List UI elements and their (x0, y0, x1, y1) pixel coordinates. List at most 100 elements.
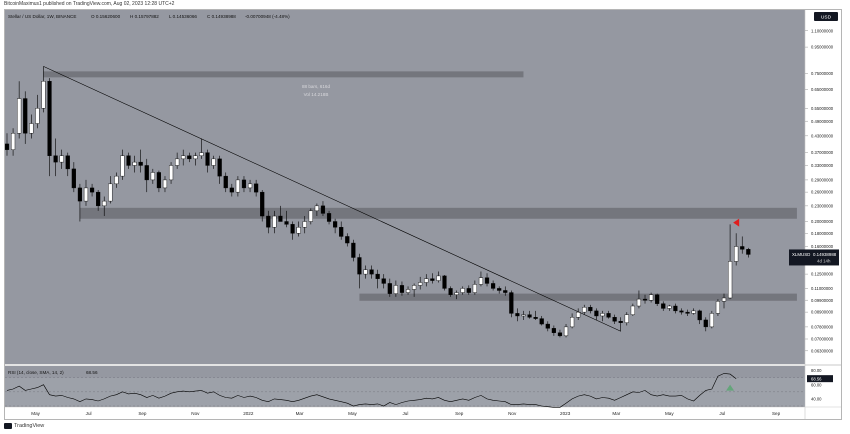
candle (10, 128, 16, 156)
candle-body (576, 311, 581, 318)
candle (497, 286, 502, 294)
candle (308, 208, 313, 225)
candle (636, 290, 642, 309)
candle (156, 170, 161, 193)
candle-body (357, 257, 362, 275)
chart-svg[interactable]: 1.10000000 0.95000000 0.75000000 0.65000000… (4, 10, 841, 419)
candle (412, 283, 417, 297)
candle-body (588, 307, 593, 312)
candle-body (308, 210, 313, 222)
candle-body (290, 224, 295, 234)
candle-body (205, 152, 210, 166)
candle (691, 308, 696, 315)
candle (23, 91, 28, 144)
candle (527, 310, 532, 319)
candle (290, 221, 295, 240)
candle-body (333, 221, 338, 228)
candle-body (235, 179, 240, 193)
candle-body (582, 307, 587, 313)
price-tick-label: 0.29000000 (811, 178, 834, 183)
candle (205, 149, 210, 173)
price-tick-label: 0.95000000 (811, 45, 834, 50)
candle (65, 152, 70, 177)
candle (563, 324, 569, 338)
candle-body (150, 172, 155, 181)
candle (612, 314, 617, 325)
candle-body (175, 158, 180, 166)
candle (339, 221, 344, 240)
range-volume-label: Vol 14.218B (304, 92, 329, 97)
candle-body (478, 277, 484, 285)
price-tick-label: 0.08900000 (811, 310, 834, 315)
candle-body (284, 221, 289, 225)
candle-body (661, 303, 666, 309)
candle-body (351, 242, 356, 258)
candle-body (624, 314, 629, 323)
candle (175, 152, 180, 169)
candle (545, 321, 550, 332)
candle-body (703, 319, 708, 328)
candle-body (266, 215, 271, 228)
candle (235, 176, 240, 197)
currency-button[interactable]: USD (814, 12, 838, 21)
price-tick-label: 0.07000000 (811, 337, 834, 342)
candle-body (29, 123, 34, 134)
candle (709, 310, 714, 329)
candle (576, 308, 581, 320)
horizontal-zone (359, 293, 797, 301)
candle-body (17, 98, 22, 134)
price-tag-countdown: 4d 14h (817, 258, 831, 263)
rsi-layer: 80.00 60.00 40.00 68.56 (5, 368, 833, 408)
candle-body (472, 284, 477, 293)
candle-body (138, 161, 143, 166)
candle-body (448, 288, 453, 295)
candle (667, 304, 672, 311)
price-axis[interactable]: 1.10000000 0.95000000 0.75000000 0.65000000… (805, 28, 834, 353)
candle-body (89, 187, 95, 193)
candle (679, 308, 684, 315)
candle (254, 179, 259, 197)
candle (351, 239, 356, 262)
candle (217, 155, 222, 184)
time-tick-label: Sep (455, 411, 464, 416)
legend-change: -0.00700948 (-4.48%) (245, 14, 290, 19)
candle-body (442, 275, 447, 289)
candle-body (551, 328, 556, 333)
candle-body (326, 213, 332, 222)
candle (181, 149, 186, 166)
candle-body (120, 155, 125, 177)
candle (381, 274, 386, 289)
candle-body (740, 246, 745, 250)
time-axis[interactable]: May Jul Sep Nov 2022 Mar May Jul Sep Nov 2023 Mar Ma… (31, 411, 780, 416)
candle-body (339, 227, 344, 237)
candle-body (144, 165, 149, 181)
candle-body (278, 215, 283, 222)
price-tick-label: 0.07800000 (811, 324, 834, 329)
candle-body (746, 249, 751, 255)
candle-body (563, 326, 569, 337)
price-tick-label: 0.43000000 (811, 133, 834, 138)
candle-body (418, 282, 423, 286)
time-tick-label: 2022 (243, 411, 254, 416)
legend-high: H 0.15797882 (130, 14, 159, 19)
candle (333, 218, 338, 234)
time-tick-label: May (348, 411, 357, 416)
candle (624, 312, 629, 326)
candle-body (229, 187, 234, 193)
candle-body (187, 155, 192, 160)
descending-trendline (43, 66, 621, 332)
candle (47, 78, 52, 177)
candle (363, 265, 368, 279)
candle (83, 179, 89, 206)
candle (71, 162, 76, 193)
candle (618, 317, 623, 332)
candle-body (557, 332, 563, 337)
candle (278, 205, 283, 222)
candle-body (47, 81, 52, 156)
rsi-legend: RSI (14, close, SMA, 14, 2) (8, 370, 64, 375)
candle-body (393, 285, 398, 294)
range-bars-label: 88 bars, 616d (302, 84, 331, 89)
candle (721, 293, 727, 309)
candle-body (320, 205, 326, 214)
time-tick-label: Jul (86, 411, 92, 416)
